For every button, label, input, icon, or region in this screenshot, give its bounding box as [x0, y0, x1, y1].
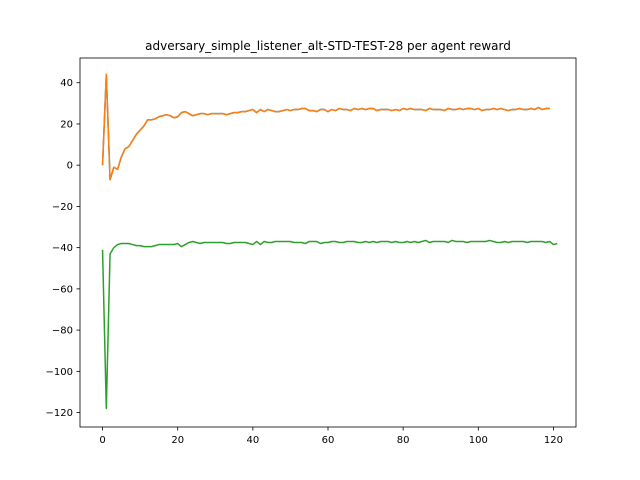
x-tick-label: 80 — [397, 435, 410, 446]
axis-layer: 0 20 40 60 80 100 120 40 20 0 −20 −40 −60 −80 −100 −120 — [46, 78, 563, 446]
series-line-3 — [101, 239, 558, 410]
x-tick-label: 20 — [171, 435, 184, 446]
series-line-2 — [101, 73, 550, 181]
y-tick-label: −120 — [46, 408, 73, 419]
x-tick-label: 120 — [544, 435, 563, 446]
y-tick-label: 20 — [60, 119, 73, 130]
y-tick-label: −80 — [52, 326, 73, 337]
y-tick-label: −20 — [52, 202, 73, 213]
series-layer — [101, 73, 558, 410]
y-tick-label: −60 — [52, 284, 73, 295]
y-tick-label: 0 — [67, 161, 73, 172]
x-tick-label: 60 — [322, 435, 335, 446]
y-tick-label: −40 — [52, 243, 73, 254]
x-tick-label: 40 — [246, 435, 259, 446]
x-tick-label: 0 — [99, 435, 105, 446]
chart-title: adversary_simple_listener_alt-STD-TEST-2… — [145, 39, 511, 53]
y-tick-label: 40 — [60, 78, 73, 89]
y-tick-label: −100 — [46, 367, 73, 378]
x-tick-label: 100 — [469, 435, 488, 446]
